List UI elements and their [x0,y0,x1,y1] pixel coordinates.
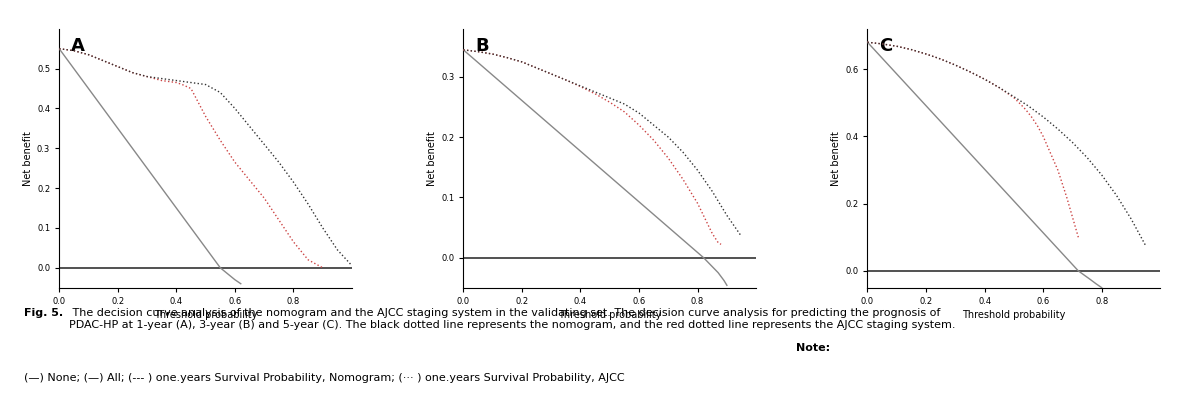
Text: Fig. 5.: Fig. 5. [24,308,63,318]
Text: (—) None; (—) All; (--- ) one.years Survival Probability, Nomogram; (··· ) one.y: (—) None; (—) All; (--- ) one.years Surv… [24,362,624,383]
X-axis label: Threshold probability: Threshold probability [558,310,662,320]
X-axis label: Threshold probability: Threshold probability [154,310,257,320]
Text: C: C [880,37,893,55]
X-axis label: Threshold probability: Threshold probability [963,310,1066,320]
Text: The decision curve analysis of the nomogram and the AJCC staging system in the v: The decision curve analysis of the nomog… [69,308,959,330]
Text: A: A [71,37,85,55]
Y-axis label: Net benefit: Net benefit [22,131,33,186]
Y-axis label: Net benefit: Net benefit [831,131,841,186]
Text: Note:: Note: [796,343,830,353]
Y-axis label: Net benefit: Net benefit [427,131,437,186]
Text: B: B [475,37,489,55]
